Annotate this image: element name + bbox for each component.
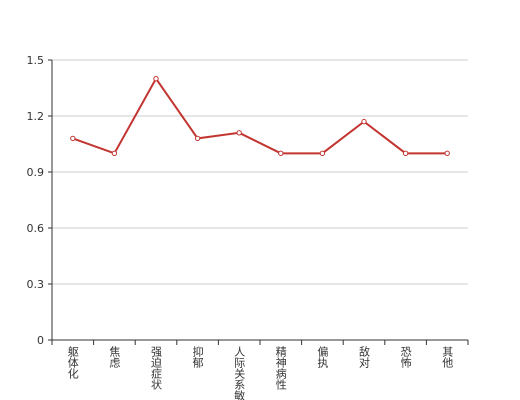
y-tick-label: 0 [37,334,44,347]
point [236,130,242,136]
point [111,150,118,157]
point [319,150,326,157]
point [194,135,201,142]
x-tick-label: 躯体化 [66,346,79,380]
point [278,150,284,157]
x-tick-label: 强迫症状 [150,346,163,390]
line [72,76,448,155]
x-tick-label: 恐怖 [399,346,412,368]
point [153,75,159,82]
y-tick-label: 1.5 [27,54,45,67]
y-tick-label: 0.9 [27,166,45,179]
y-tick-label: 1.2 [27,110,45,123]
x-tick-label: 精神病性 [274,346,287,391]
x-tick-label: 敌对 [358,345,371,368]
point [402,150,409,157]
point [70,135,76,142]
x-tick-label: 其他 [441,346,454,368]
x-tick-label: 焦虑 [108,346,121,368]
x-tick-label: 抑郁 [191,345,204,368]
y-tick-label: 0.6 [27,222,45,235]
point [444,150,450,157]
x-tick-label: 偏执 [316,345,329,369]
x-tick-label: 人际关系敏感 [233,346,246,400]
y-tick-label: 0.3 [27,278,45,291]
point [361,118,367,125]
